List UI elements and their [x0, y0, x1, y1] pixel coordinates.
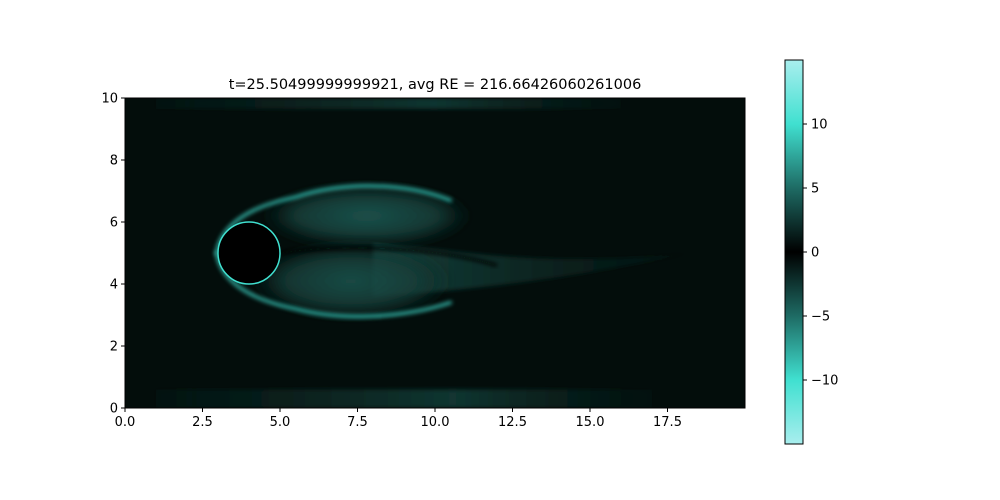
lower-shear-layer: [214, 251, 452, 318]
x-axis: 0.0 2.5 5.0 7.5 10.0 12.5 15.0 17.5: [115, 408, 682, 430]
colorbar-tick-label: 5: [811, 182, 819, 197]
colorbar-gradient: [784, 59, 804, 445]
upper-shear-layer: [214, 184, 452, 255]
bottom-wall-layer: [156, 389, 652, 408]
x-tick-label: 17.5: [653, 415, 682, 430]
x-tick-label: 15.0: [576, 415, 605, 430]
x-tick-label: 7.5: [347, 415, 368, 430]
colorbar-tick-label: 10: [811, 118, 828, 133]
y-tick-label: 6: [110, 216, 118, 231]
y-tick-label: 2: [110, 340, 118, 355]
x-tick-label: 0.0: [115, 415, 136, 430]
y-axis: 0 2 4 6 8 10: [101, 92, 125, 417]
x-tick-label: 10.0: [421, 415, 450, 430]
y-tick-label: 8: [110, 154, 118, 169]
y-tick-label: 4: [110, 278, 118, 293]
y-tick-label: 0: [110, 402, 118, 417]
lower-wake-lobe: [252, 243, 451, 319]
colorbar-tick-label: −10: [811, 374, 838, 389]
x-tick-label: 5.0: [270, 415, 291, 430]
x-tick-label: 12.5: [498, 415, 527, 430]
top-wall-layer: [156, 98, 621, 109]
chart-title: t=25.50499999999921, avg RE = 216.664260…: [229, 77, 642, 93]
colorbar: 10 5 0 −5 −10: [784, 59, 838, 445]
colorbar-tick-label: −5: [811, 310, 830, 325]
colorbar-tick-label: 0: [811, 246, 819, 261]
y-tick-label: 10: [101, 92, 118, 107]
upper-wake-lobe: [261, 184, 473, 247]
obstacle-circle: [217, 221, 281, 285]
x-tick-label: 2.5: [192, 415, 213, 430]
plot-area: [125, 98, 745, 408]
wake-centerline: [279, 246, 498, 267]
